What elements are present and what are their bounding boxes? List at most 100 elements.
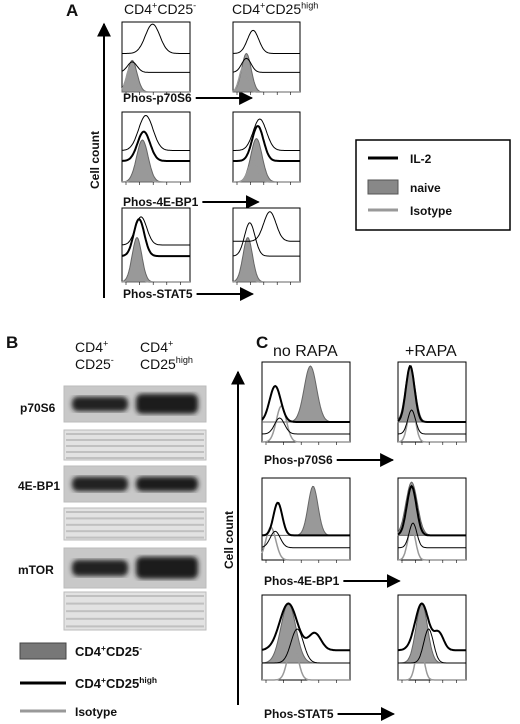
label-part: +: [103, 338, 108, 348]
histogram: [398, 641, 466, 681]
histogram: [262, 628, 350, 664]
blot-stripe: [66, 523, 204, 526]
legend-label: Isotype: [410, 204, 452, 218]
histogram: [232, 258, 300, 283]
label: CD4+CD25high: [140, 338, 193, 371]
blot-stripe: [66, 445, 204, 447]
label-part: +: [101, 643, 106, 653]
label-part: -: [139, 643, 142, 653]
histogram: [261, 384, 350, 423]
label-part: high: [301, 0, 318, 10]
row-label: p70S6: [20, 401, 56, 415]
histogram: [121, 61, 190, 73]
histogram: [261, 526, 350, 561]
histogram-frame: [121, 111, 191, 183]
label-part: high: [176, 355, 193, 365]
label-part: CD4: [75, 676, 102, 691]
blot-stripe: [66, 517, 204, 520]
label-part: CD25: [140, 356, 176, 372]
blot-band: [72, 560, 128, 576]
blot-band: [72, 396, 128, 412]
legend-swatch: [367, 179, 399, 195]
histogram: [233, 125, 300, 162]
blot-stripe: [66, 536, 204, 539]
label-part: -: [111, 355, 114, 365]
histogram: [398, 404, 466, 443]
label-part: +: [101, 675, 106, 685]
row-label: Phos-STAT5: [123, 287, 193, 301]
histogram: [233, 211, 300, 242]
blot-stripe: [66, 457, 204, 459]
legend-label: naive: [410, 181, 441, 195]
label: CD4+CD25-: [75, 643, 142, 659]
label: CD4+CD25-: [124, 0, 196, 17]
histogram: [233, 118, 300, 151]
legend-label: Isotype: [75, 705, 117, 719]
row-label: Phos-p70S6: [123, 91, 192, 105]
histogram: [232, 66, 300, 93]
histogram: [397, 602, 466, 652]
panel-label: C: [256, 333, 268, 352]
blot-stripe: [66, 595, 204, 597]
blot-stripe: [66, 530, 204, 533]
label-part: CD4: [124, 1, 152, 17]
row-label: Phos-4E-BP1: [123, 195, 199, 209]
histogram: [261, 417, 350, 435]
label-part: high: [139, 675, 157, 685]
blot-band: [136, 476, 198, 492]
histogram: [262, 640, 350, 681]
label-part: CD4: [75, 644, 102, 659]
histogram: [122, 23, 190, 54]
blot-band: [72, 476, 128, 492]
histogram: [232, 222, 300, 257]
label-part: +: [260, 0, 265, 10]
label: CD4+ CD25-: [75, 338, 114, 371]
y-label: Cell count: [88, 131, 102, 189]
histogram: [261, 501, 350, 537]
row-label: Phos-4E-BP1: [264, 574, 340, 588]
histogram: [122, 114, 190, 151]
histogram: [261, 530, 350, 549]
label-part: CD4: [140, 339, 168, 355]
legend-swatch: [19, 642, 67, 660]
label: CD4+CD25high: [75, 675, 157, 691]
blot-stripe: [66, 451, 204, 453]
label-part: CD25: [265, 1, 301, 17]
histogram: [232, 29, 300, 54]
row-label: mTOR: [18, 563, 54, 577]
histogram: [261, 602, 350, 652]
label-part: +: [152, 0, 157, 10]
label: CD4+CD25high: [232, 0, 318, 17]
legend-label: IL-2: [410, 152, 432, 166]
label-part: CD25: [106, 676, 139, 691]
label-part: CD4: [75, 339, 103, 355]
histogram: [232, 57, 300, 73]
panel-label: A: [66, 1, 78, 20]
blot-stripe: [66, 617, 204, 620]
histogram: [121, 216, 190, 246]
column-label: +RAPA: [405, 343, 457, 360]
blot-stripe: [66, 610, 204, 613]
histogram: [122, 130, 190, 162]
histogram: [398, 522, 466, 549]
histogram: [397, 484, 466, 537]
histogram: [262, 405, 350, 443]
blot-stripe: [66, 625, 204, 628]
label-part: CD25: [106, 644, 139, 659]
blot-stripe: [66, 433, 204, 435]
blot-band: [136, 556, 198, 579]
histogram: [121, 66, 190, 93]
histogram: [397, 409, 466, 435]
histogram: [398, 628, 466, 664]
blot-stripe: [66, 439, 204, 441]
column-label: no RAPA: [273, 343, 338, 360]
y-label: Cell count: [222, 511, 236, 569]
row-label: Phos-p70S6: [264, 453, 333, 467]
histogram: [122, 160, 190, 183]
blot-band: [136, 393, 198, 414]
row-label: 4E-BP1: [18, 479, 60, 493]
label-part: CD25: [75, 356, 111, 372]
label-part: CD4: [232, 1, 260, 17]
label-part: CD25: [157, 1, 193, 17]
